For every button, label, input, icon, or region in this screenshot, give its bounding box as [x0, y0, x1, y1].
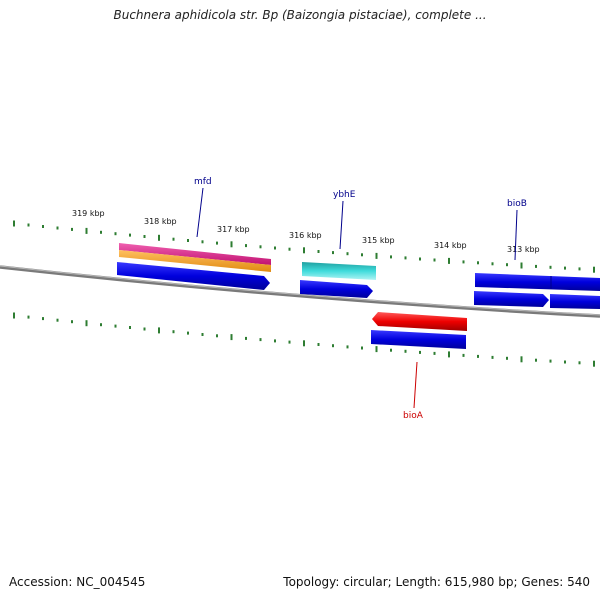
scale-label: 313 kbp [507, 245, 540, 254]
scale-label: 319 kbp [72, 209, 105, 218]
genome-backbone-highlight [0, 265, 600, 316]
bioB-cds-upper [475, 273, 600, 291]
scale-label: 314 kbp [434, 241, 467, 250]
mfd-leader-line [196, 187, 204, 238]
bioB-cds-next [550, 294, 600, 309]
gene-label-ybhE: ybhE [333, 190, 356, 200]
gene-label-mfd: mfd [194, 177, 212, 187]
outer-tick-ring [13, 220, 595, 273]
summary-text: Topology: circular; Length: 615,980 bp; … [283, 575, 590, 589]
bioB-cds-arrow [474, 291, 549, 307]
ybhE-cds-arrow [300, 280, 373, 298]
bioA-cds [371, 330, 466, 349]
gene-label-bioB: bioB [507, 199, 527, 209]
scale-label: 315 kbp [362, 236, 395, 245]
ybhE-feature [302, 262, 376, 280]
accession-text: Accession: NC_004545 [9, 575, 146, 589]
map-title: Buchnera aphidicola str. Bp (Baizongia p… [113, 8, 487, 22]
genome-backbone [0, 265, 600, 318]
bioB-leader-line [514, 209, 518, 261]
mfd-cds-arrow [117, 262, 270, 290]
inner-tick-ring [13, 312, 595, 367]
scale-label: 317 kbp [217, 225, 250, 234]
gene-label-bioA: bioA [403, 411, 424, 421]
scale-label: 318 kbp [144, 217, 177, 226]
ybhE-leader-line [339, 200, 344, 250]
mfd-feature-pink [119, 243, 271, 265]
mfd-feature-orange [119, 250, 271, 272]
bioA-leader-line [413, 361, 418, 409]
scale-label: 316 kbp [289, 231, 322, 240]
bioA-feature-arrow [372, 312, 467, 331]
